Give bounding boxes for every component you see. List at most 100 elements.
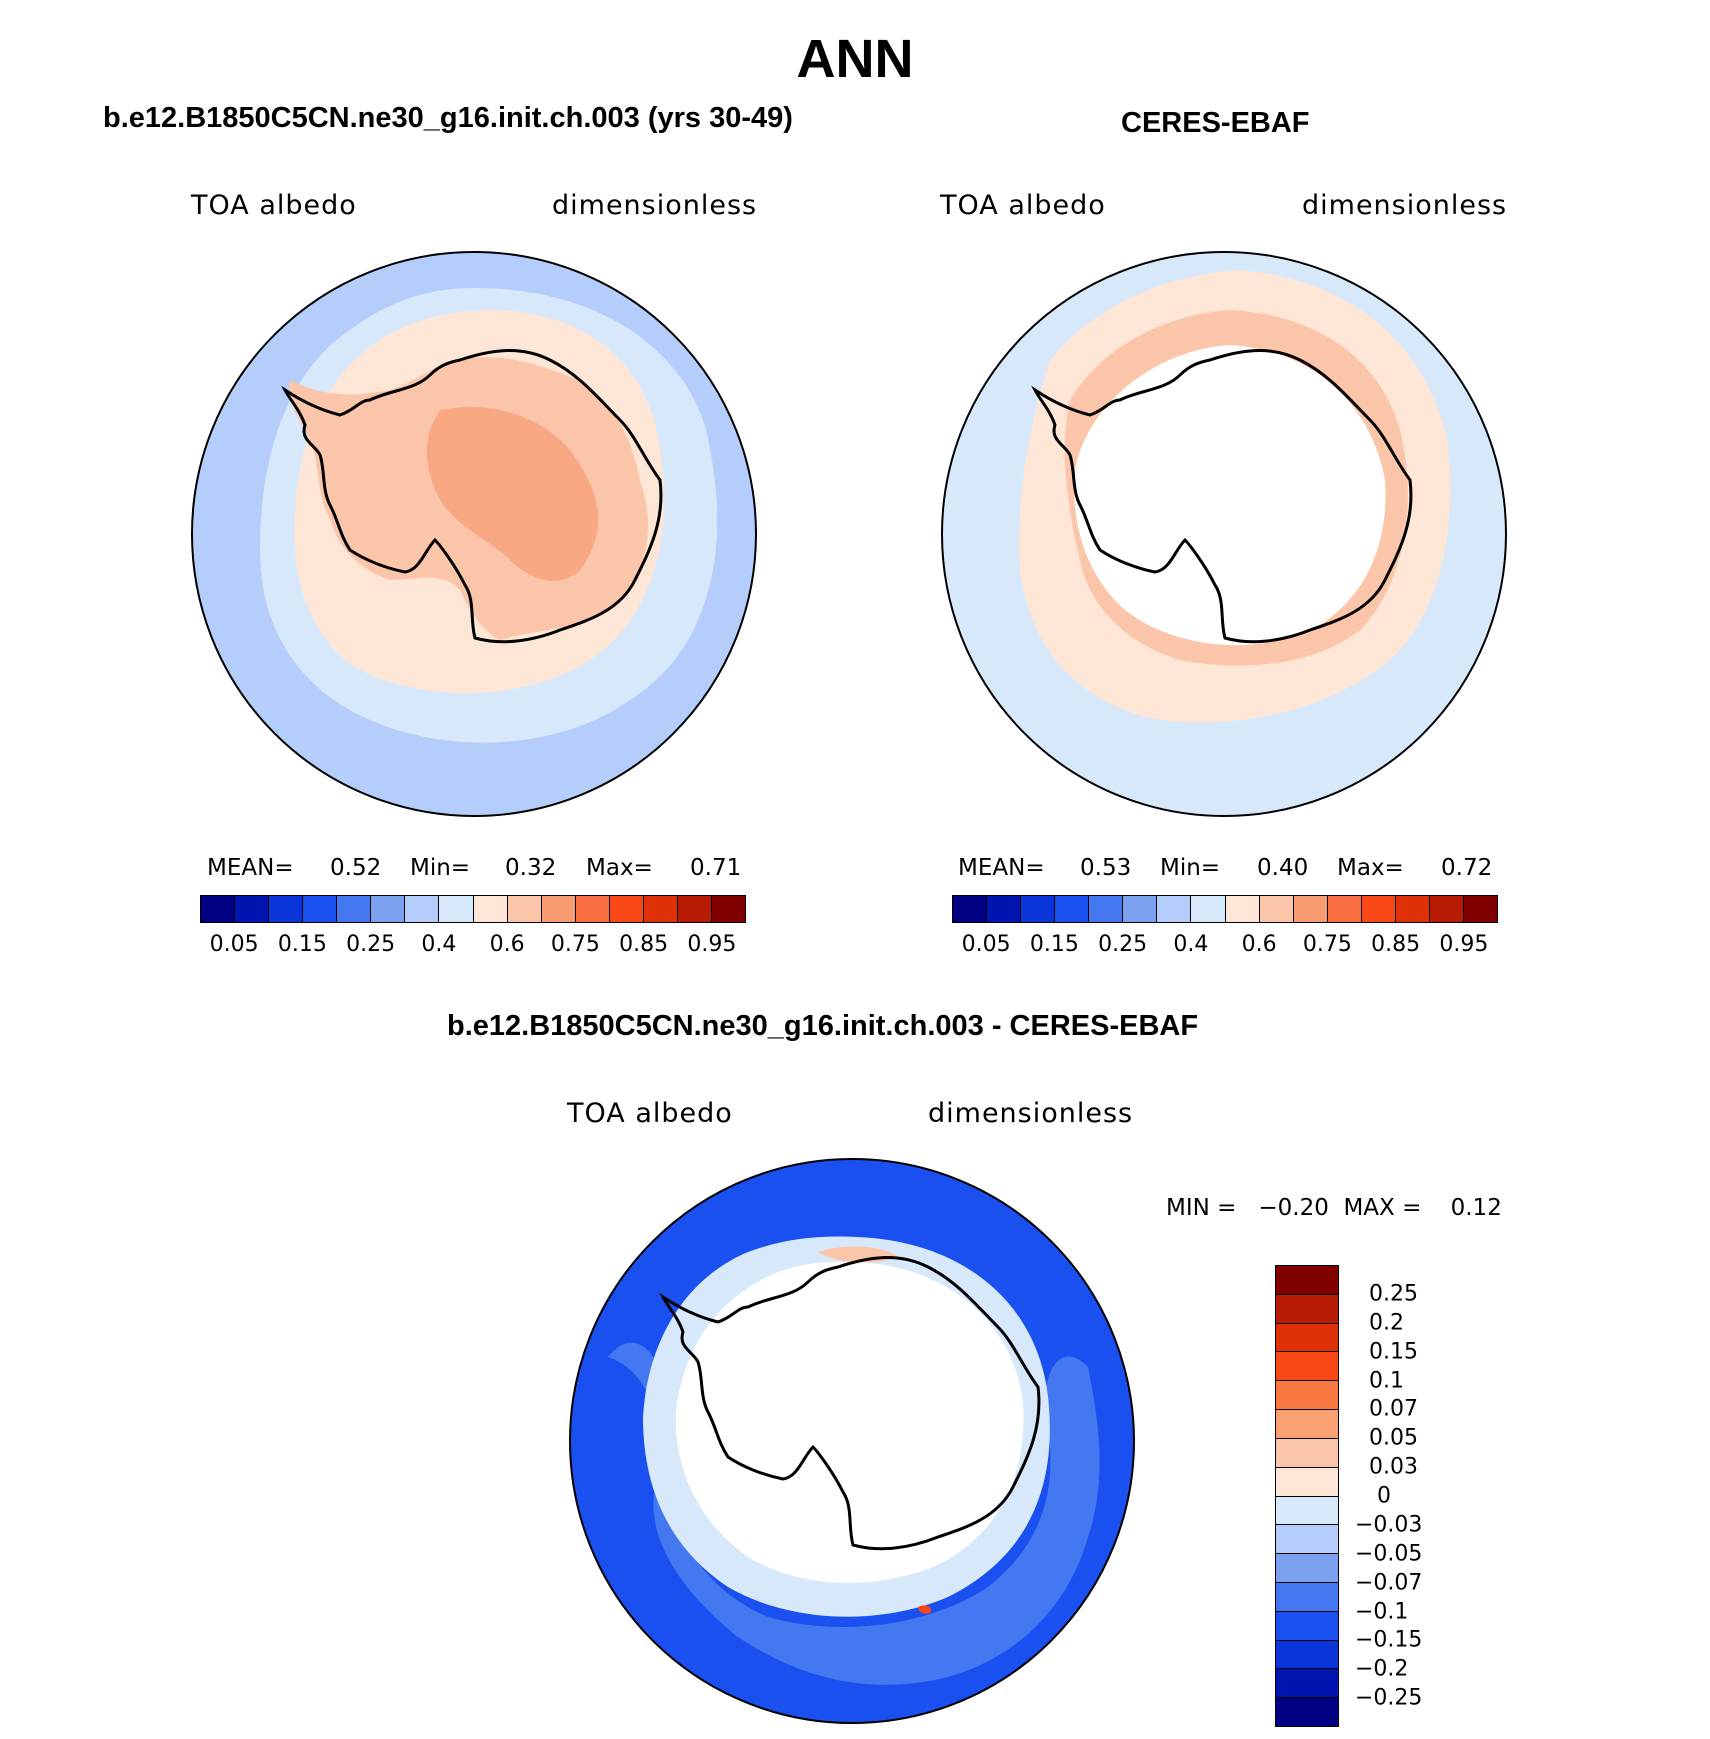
model-colorbar-swatch [473,896,508,922]
model-variable-label: TOA albedo [191,190,357,221]
model-colorbar-swatch [269,896,304,922]
diff-colorbar [1275,1265,1339,1727]
obs-coastline [1031,349,1413,644]
model-colorbar-swatch [303,896,338,922]
obs-colorbar-swatch [1293,896,1328,922]
obs-map-border [941,251,1507,817]
obs-colorbar-swatch [1429,896,1464,922]
diff-colorbar-swatch [1276,1496,1338,1526]
diff-colorbar-tick-label: −0.15 [1355,1627,1423,1653]
obs-colorbar-tick-label: 0.75 [1302,932,1352,957]
model-colorbar-tick-label: 0.15 [277,932,327,957]
diff-colorbar-swatch [1276,1323,1338,1353]
model-colorbar-tick-label: 0.25 [346,932,396,957]
model-colorbar-tick-label: 0.05 [209,932,259,957]
diff-red-spot [918,1605,932,1614]
diff-colorbar-swatch [1276,1611,1338,1641]
diff-variable-label: TOA albedo [567,1098,733,1129]
model-colorbar-tick-label: 0.4 [421,932,457,957]
model-colorbar-swatch [507,896,542,922]
obs-colorbar-swatch [1055,896,1090,922]
obs-units-label: dimensionless [1302,190,1508,221]
obs-colorbar-tick-label: 0.15 [1029,932,1079,957]
obs-colorbar-swatch [953,896,988,922]
obs-colorbar-swatch [1123,896,1158,922]
obs-colorbar-swatch [1259,896,1294,922]
diff-colorbar-tick-label: 0.07 [1369,1396,1418,1422]
model-mean-value: 0.52 [330,855,382,881]
diff-colorbar-tick-label: −0.25 [1355,1685,1423,1711]
diff-colorbar-swatch [1276,1640,1338,1670]
diff-colorbar-swatch [1276,1525,1338,1555]
model-max-label: Max= [586,855,653,881]
obs-colorbar-tick-label: 0.25 [1098,932,1148,957]
model-colorbar-swatch [609,896,644,922]
diff-colorbar-swatch [1276,1381,1338,1411]
diff-minmax-text: MIN = −0.20 MAX = 0.12 [1166,1195,1502,1221]
model-coastline [281,349,663,644]
diff-map-border [569,1158,1135,1724]
diff-colorbar-tick-label: −0.2 [1355,1656,1409,1682]
obs-colorbar-tick-label: 0.95 [1439,932,1489,957]
model-colorbar-swatch [337,896,372,922]
diff-colorbar-tick-label: −0.07 [1355,1570,1423,1596]
obs-mean-value: 0.53 [1080,855,1132,881]
model-colorbar-swatch [711,896,745,922]
diff-colorbar-ticks: 0.25 0.2 0.15 0.1 0.07 0.05 0.03 0 −0.03 −0.05 −0.… [1355,1265,1475,1727]
obs-colorbar-swatch [1225,896,1260,922]
model-colorbar-swatch [643,896,678,922]
diff-colorbar-tick-label: 0.15 [1369,1339,1418,1365]
model-units-label: dimensionless [552,190,758,221]
model-colorbar-tick-label: 0.75 [550,932,600,957]
diff-colorbar-tick-label: 0.25 [1369,1281,1418,1307]
model-mean-label: MEAN= [207,855,294,881]
diff-colorbar-swatch [1276,1266,1338,1295]
model-colorbar-ticks: 0.05 0.15 0.25 0.4 0.6 0.75 0.85 0.95 [200,932,746,962]
diff-units-label: dimensionless [928,1098,1134,1129]
diff-colorbar-swatch [1276,1554,1338,1583]
model-panel-title: b.e12.B1850C5CN.ne30_g16.init.ch.003 (yr… [103,102,793,134]
obs-colorbar-swatch [1021,896,1056,922]
obs-colorbar-tick-label: 0.05 [961,932,1011,957]
model-min-label: Min= [410,855,471,881]
diff-colorbar-tick-label: 0.1 [1369,1368,1404,1393]
diff-panel-title: b.e12.B1850C5CN.ne30_g16.init.ch.003 - C… [447,1010,1199,1042]
model-colorbar-swatch [371,896,406,922]
obs-colorbar-tick-label: 0.4 [1173,932,1209,957]
diff-coastline [659,1256,1041,1551]
model-colorbar-tick-label: 0.6 [489,932,525,957]
diff-map [569,1158,1135,1724]
obs-min-value: 0.40 [1257,855,1309,881]
obs-colorbar-swatch [1395,896,1430,922]
page-title: ANN [796,29,914,89]
obs-variable-label: TOA albedo [940,190,1106,221]
model-map-border [191,251,757,817]
obs-colorbar-swatch [1191,896,1226,922]
diff-colorbar-swatch [1276,1438,1338,1468]
diff-colorbar-swatch [1276,1294,1338,1324]
obs-mean-label: MEAN= [958,855,1045,881]
diff-colorbar-swatch [1276,1352,1338,1382]
model-colorbar-swatch [541,896,576,922]
obs-colorbar-tick-label: 0.85 [1371,932,1421,957]
diff-colorbar-swatch [1276,1467,1338,1497]
diff-missing-interior [675,1261,1024,1584]
model-interior-high [426,406,599,581]
obs-max-label: Max= [1337,855,1404,881]
obs-colorbar-swatch [1157,896,1192,922]
obs-colorbar-ticks: 0.05 0.15 0.25 0.4 0.6 0.75 0.85 0.95 [952,932,1498,962]
obs-min-label: Min= [1160,855,1221,881]
model-min-value: 0.32 [505,855,557,881]
diff-colorbar-tick-label: 0.2 [1369,1310,1404,1336]
obs-colorbar-tick-label: 0.6 [1241,932,1277,957]
diff-colorbar-swatch [1276,1698,1338,1726]
diff-colorbar-tick-label: −0.05 [1355,1541,1423,1567]
model-colorbar-tick-label: 0.85 [619,932,669,957]
model-map [191,251,757,817]
diff-ocean-light-patches [608,1342,1100,1685]
model-colorbar-swatch [677,896,712,922]
diff-colorbar-tick-label: −0.1 [1355,1599,1409,1624]
diff-colorbar-tick-label: −0.03 [1355,1512,1423,1538]
obs-colorbar-swatch [1327,896,1362,922]
diff-colorbar-tick-label: 0 [1377,1483,1391,1509]
